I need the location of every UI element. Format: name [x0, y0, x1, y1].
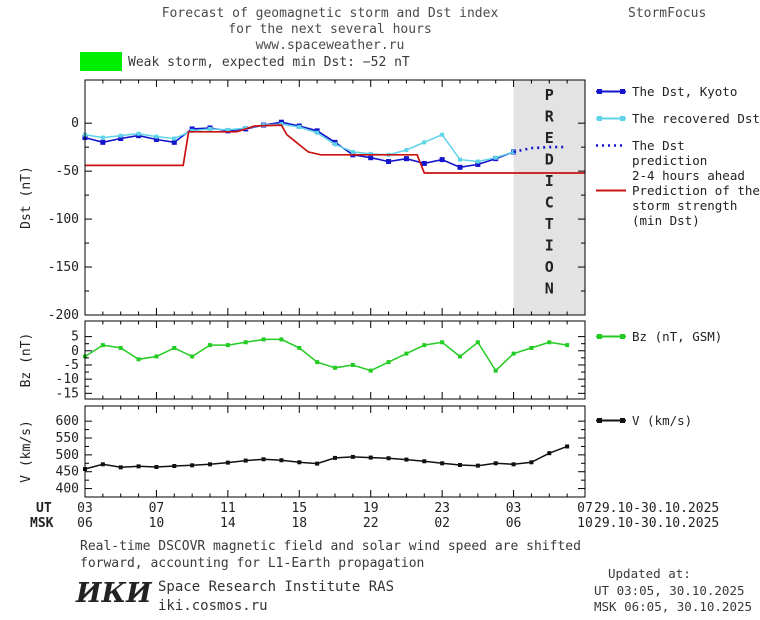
- footer-note-line1: Real-time DSCOVR magnetic field and sola…: [80, 539, 581, 554]
- svg-text:-15: -15: [56, 386, 79, 401]
- svg-text:-100: -100: [48, 212, 79, 227]
- svg-text:06: 06: [506, 516, 522, 531]
- legend-marker-dst-prediction: [595, 139, 627, 155]
- footer-note-line2: forward, accounting for L1-Earth propaga…: [80, 556, 425, 571]
- svg-text:-150: -150: [48, 260, 79, 275]
- svg-text:22: 22: [363, 516, 379, 531]
- svg-text:14: 14: [220, 516, 236, 531]
- legend-marker-storm-strength: [595, 184, 627, 200]
- legend-label-bz: Bz (nT, GSM): [632, 329, 723, 344]
- legend-marker-dst-kyoto: [595, 85, 627, 101]
- svg-text:R: R: [545, 108, 555, 126]
- institute-name: Space Research Institute RAS: [158, 579, 395, 595]
- updated-msk: MSK 06:05, 30.10.2025: [594, 599, 753, 614]
- svg-text:0: 0: [71, 116, 79, 131]
- svg-text:450: 450: [56, 465, 79, 480]
- svg-text:-10: -10: [56, 372, 79, 387]
- legend-label-v: V (km/s): [632, 413, 693, 428]
- updated-ut: UT 03:05, 30.10.2025: [594, 582, 745, 598]
- svg-text:N: N: [545, 280, 554, 298]
- svg-text:Dst (nT): Dst (nT): [19, 166, 34, 229]
- storm-level-swatch: [80, 52, 122, 71]
- svg-text:600: 600: [56, 414, 79, 429]
- legend-item-recovered-dst: The recovered Dst: [595, 111, 760, 128]
- legend-item-v: V (km/s): [595, 413, 692, 430]
- legend-item-dst-prediction: The Dst prediction 2-4 hours ahead: [595, 138, 760, 183]
- svg-text:23: 23: [434, 501, 450, 516]
- legend-label-recovered-dst: The recovered Dst: [632, 111, 760, 126]
- legend-label-storm-line1: Prediction of the: [632, 183, 760, 198]
- institute-url: iki.cosmos.ru: [158, 598, 268, 614]
- updated-label: Updated at:: [608, 566, 691, 581]
- legend-label-dst-prediction: The Dst prediction 2-4 hours ahead: [632, 138, 760, 183]
- svg-text:C: C: [545, 194, 554, 212]
- site-url: www.spaceweather.ru: [255, 38, 405, 53]
- legend-label-dst-prediction-line1: The Dst prediction: [632, 138, 708, 168]
- title-line-1: Forecast of geomagnetic storm and Dst in…: [161, 6, 499, 21]
- legend-item-storm-strength: Prediction of the storm strength (min Dst): [595, 183, 760, 228]
- svg-text:11: 11: [220, 501, 236, 516]
- svg-text:T: T: [545, 215, 554, 233]
- svg-text:P: P: [545, 86, 554, 104]
- svg-text:500: 500: [56, 448, 79, 463]
- svg-text:V (km/s): V (km/s): [19, 420, 34, 483]
- svg-text:18: 18: [291, 516, 307, 531]
- iki-logo: ИКИ: [76, 578, 152, 609]
- svg-text:06: 06: [77, 516, 93, 531]
- svg-text:29.10-30.10.2025: 29.10-30.10.2025: [594, 516, 719, 531]
- svg-text:07: 07: [149, 501, 165, 516]
- svg-text:D: D: [545, 151, 554, 169]
- brand-stormfocus: StormFocus: [628, 6, 707, 21]
- svg-text:0: 0: [71, 344, 79, 359]
- legend-marker-recovered-dst: [595, 112, 627, 128]
- svg-text:29.10-30.10.2025: 29.10-30.10.2025: [594, 501, 719, 516]
- svg-text:5: 5: [71, 330, 79, 345]
- svg-text:E: E: [545, 129, 554, 147]
- legend-marker-bz: [595, 330, 627, 346]
- footer-note: Real-time DSCOVR magnetic field and sola…: [80, 538, 581, 572]
- svg-text:03: 03: [506, 501, 522, 516]
- legend-marker-v: [595, 414, 627, 430]
- legend-item-dst-kyoto: The Dst, Kyoto: [595, 84, 737, 101]
- svg-text:15: 15: [291, 501, 307, 516]
- legend-label-storm-line2: storm strength: [632, 198, 738, 213]
- svg-text:-200: -200: [48, 308, 79, 323]
- legend-label-storm-line3: (min Dst): [632, 213, 700, 228]
- legend-label-dst-kyoto: The Dst, Kyoto: [632, 84, 738, 99]
- svg-text:Bz (nT): Bz (nT): [19, 333, 34, 388]
- svg-text:-50: -50: [56, 164, 79, 179]
- svg-text:19: 19: [363, 501, 379, 516]
- svg-text:-5: -5: [63, 358, 79, 373]
- title-line-2: for the next several hours: [228, 22, 432, 37]
- svg-text:02: 02: [434, 516, 450, 531]
- svg-text:UT: UT: [36, 501, 52, 516]
- storm-summary: Weak storm, expected min Dst: −52 nT: [128, 55, 410, 70]
- updated-at: Updated at: UT 03:05, 30.10.2025 MSK 06:…: [594, 566, 752, 616]
- svg-text:07: 07: [577, 501, 593, 516]
- page-title: Forecast of geomagnetic storm and Dst in…: [0, 6, 660, 54]
- svg-text:10: 10: [149, 516, 165, 531]
- svg-text:MSK: MSK: [30, 516, 54, 531]
- svg-text:10: 10: [577, 516, 593, 531]
- svg-text:550: 550: [56, 431, 79, 446]
- svg-text:O: O: [545, 258, 554, 276]
- svg-text:03: 03: [77, 501, 93, 516]
- svg-text:400: 400: [56, 482, 79, 497]
- legend-label-dst-prediction-line2: 2-4 hours ahead: [632, 168, 745, 183]
- legend-item-bz: Bz (nT, GSM): [595, 329, 722, 346]
- legend-label-storm-strength: Prediction of the storm strength (min Dst): [632, 183, 760, 228]
- svg-text:I: I: [545, 172, 554, 190]
- svg-text:I: I: [545, 237, 554, 255]
